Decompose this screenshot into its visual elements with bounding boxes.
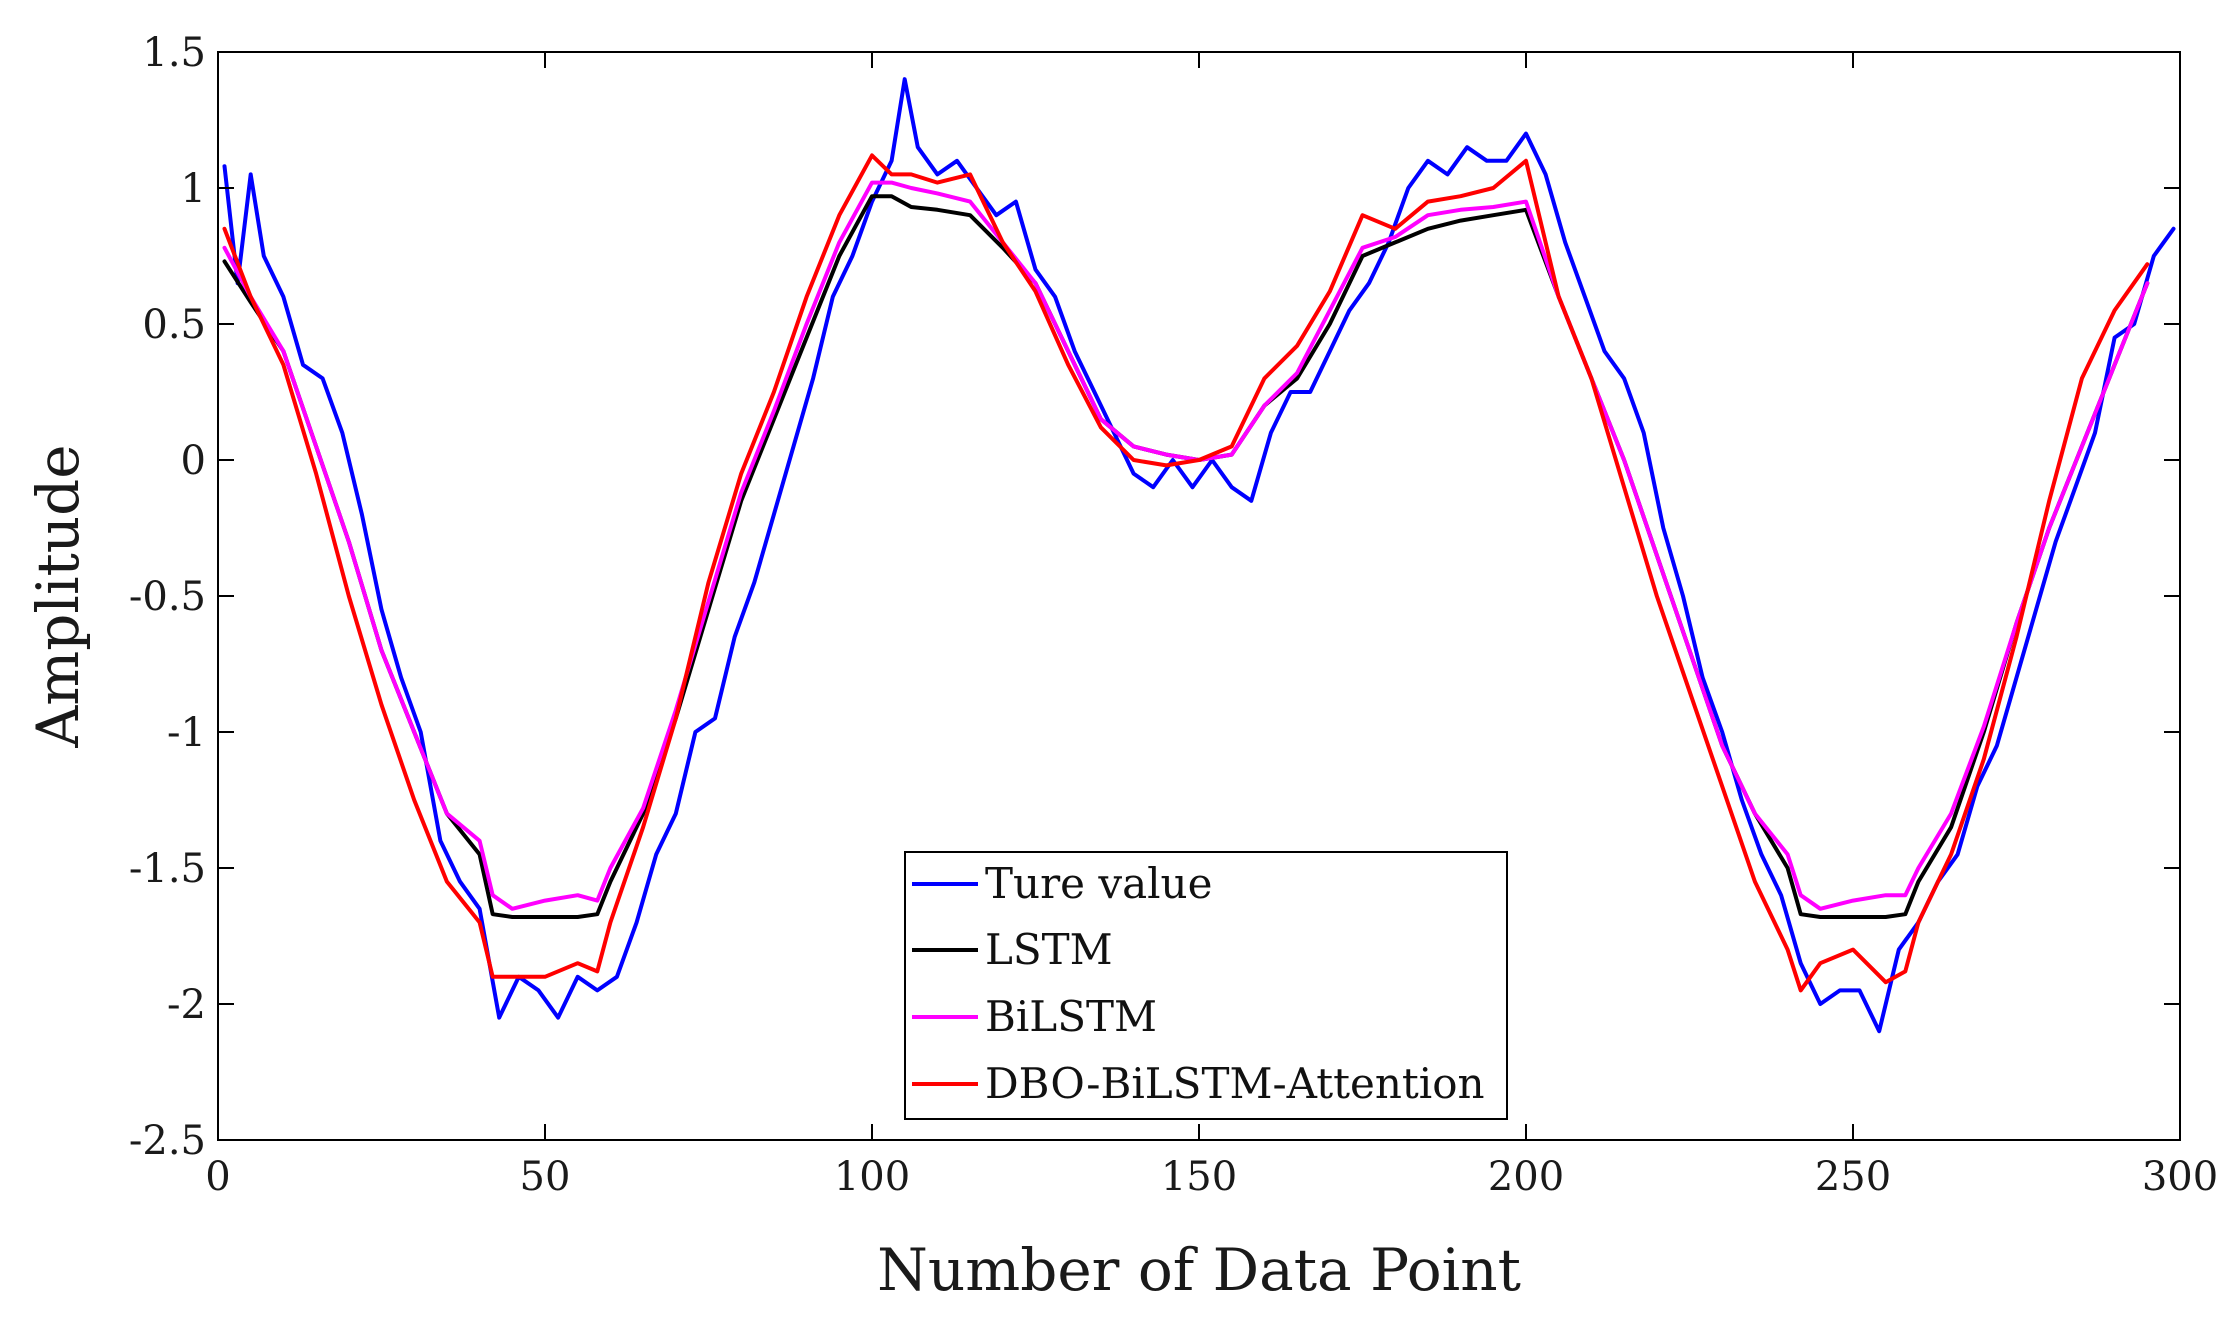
series-line-lstm (222, 194, 2150, 919)
x-tick-label: 50 (520, 1154, 571, 1200)
legend-label-ture-value: Ture value (985, 859, 1212, 908)
legend: Ture value LSTM BiLSTM DBO-BiLSTM-Attent… (904, 851, 1508, 1120)
series-line-bilstm (222, 180, 2150, 911)
y-tick-label: -2.5 (129, 1118, 206, 1164)
x-tick-label: 150 (1161, 1154, 1237, 1200)
x-tick-label: 0 (205, 1154, 230, 1200)
y-tick-label: -2 (167, 982, 206, 1028)
x-axis-title: Number of Data Point (877, 1236, 1521, 1304)
series-line-ture-value (222, 77, 2176, 1034)
y-tick-label: -1 (167, 710, 206, 756)
y-axis-title: Amplitude (24, 444, 92, 748)
y-tick-label: 0.5 (142, 302, 206, 348)
x-tick-label: 250 (1815, 1154, 1891, 1200)
legend-label-lstm: LSTM (985, 925, 1113, 974)
x-tick-label: 200 (1488, 1154, 1564, 1200)
series-line-dbo-bilstm-attention (222, 153, 2150, 993)
ticks-layer: 0 50 100 150 200 250 300 1.5 1 0.5 0 -0.5 -1 -1.5 -2 -2… (129, 30, 2218, 1200)
x-tick-label: 100 (834, 1154, 910, 1200)
y-tick-label: 0 (181, 438, 206, 484)
legend-label-bilstm: BiLSTM (985, 992, 1157, 1041)
y-tick-label: 1 (181, 166, 206, 212)
y-tick-label: 1.5 (142, 30, 206, 76)
y-tick-label: -1.5 (129, 846, 206, 892)
legend-label-dbo-bilstm-attention: DBO-BiLSTM-Attention (985, 1059, 1485, 1108)
x-tick-label: 300 (2142, 1154, 2218, 1200)
y-tick-label: -0.5 (129, 574, 206, 620)
legend-box (904, 851, 1508, 1120)
series-layer (222, 77, 2176, 1034)
